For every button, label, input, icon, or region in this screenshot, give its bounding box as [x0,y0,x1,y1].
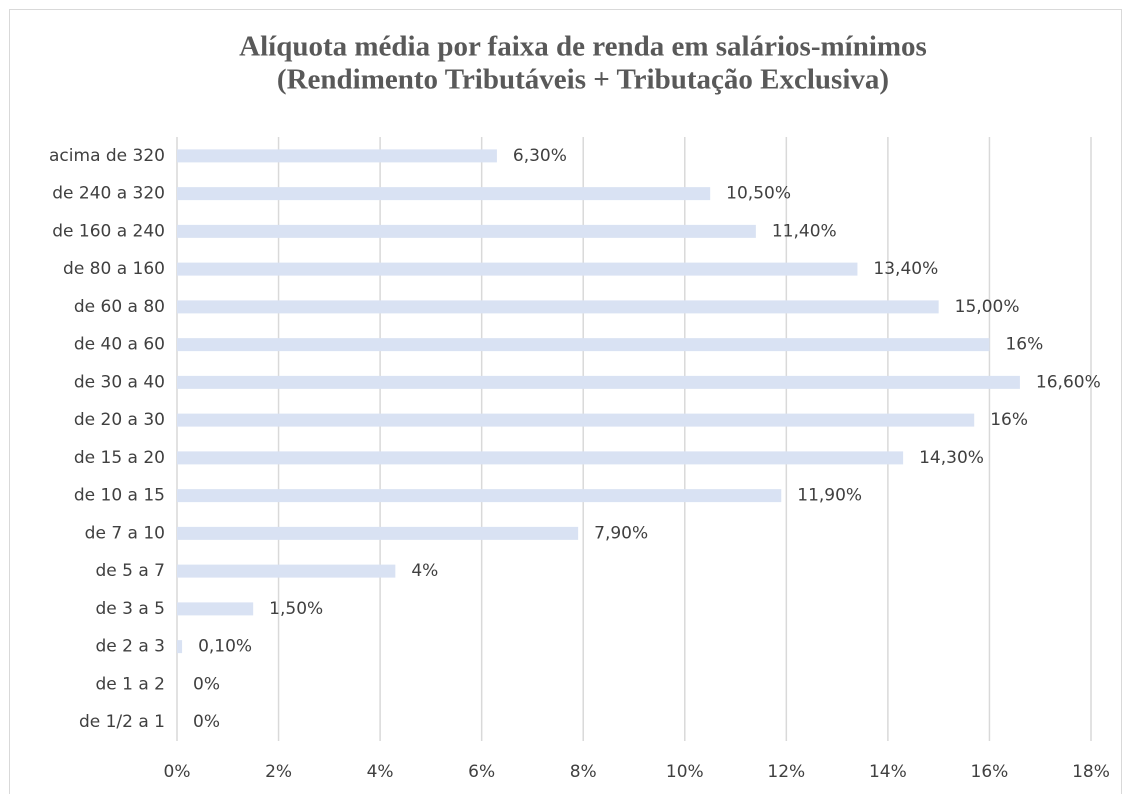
data-label: 0,10% [198,637,252,657]
y-tick-label: de 30 a 40 [74,372,165,392]
x-tick-label: 2% [265,762,292,782]
chart-frame [9,9,1122,794]
data-label: 15,00% [955,297,1020,317]
y-tick-label: de 1/2 a 1 [79,712,165,732]
y-tick-label: de 240 a 320 [52,184,165,204]
bar [177,526,579,540]
x-tick-label: 10% [666,762,704,782]
bar [177,187,711,201]
x-tick-label: 14% [869,762,907,782]
data-label: 11,40% [772,221,837,241]
bar [177,224,756,238]
bar [177,640,183,654]
data-label: 13,40% [873,259,938,279]
bar [177,300,939,314]
data-label: 16,60% [1036,372,1101,392]
data-label: 0% [193,712,220,732]
y-tick-label: de 10 a 15 [74,486,165,506]
y-tick-label: de 40 a 60 [74,335,165,355]
data-label: 16% [1005,335,1043,355]
x-tick-label: 16% [971,762,1009,782]
data-label: 0% [193,674,220,694]
y-tick-label: de 160 a 240 [52,221,165,241]
x-tick-label: 4% [367,762,394,782]
data-label: 11,90% [797,486,862,506]
bar [177,602,254,616]
data-label: 16% [990,410,1028,430]
bar [177,413,975,427]
y-tick-label: de 15 a 20 [74,448,165,468]
x-tick-label: 12% [767,762,805,782]
data-label: 14,30% [919,448,984,468]
y-tick-label: de 5 a 7 [95,561,165,581]
y-tick-label: de 7 a 10 [85,523,165,543]
bar [177,489,782,503]
x-tick-label: 0% [164,762,191,782]
y-tick-label: acima de 320 [49,146,165,166]
data-label: 6,30% [513,146,567,166]
bar [177,451,904,465]
data-label: 10,50% [726,184,791,204]
x-tick-label: 6% [468,762,495,782]
data-label: 7,90% [594,523,648,543]
chart-title: Alíquota média por faixa de renda em sal… [239,31,927,63]
y-tick-label: de 1 a 2 [95,674,165,694]
y-tick-label: de 2 a 3 [95,637,165,657]
x-tick-label: 8% [570,762,597,782]
bar [177,338,990,352]
y-tick-label: de 3 a 5 [95,599,165,619]
x-tick-label: 18% [1072,762,1110,782]
bar [177,375,1020,389]
y-tick-label: de 60 a 80 [74,297,165,317]
y-tick-label: de 80 a 160 [63,259,165,279]
data-label: 1,50% [269,599,323,619]
y-tick-label: de 20 a 30 [74,410,165,430]
bar [177,262,858,276]
bar [177,149,497,163]
bar [177,564,396,578]
data-label: 4% [411,561,438,581]
chart-subtitle: (Rendimento Tributáveis + Tributação Exc… [277,64,889,96]
